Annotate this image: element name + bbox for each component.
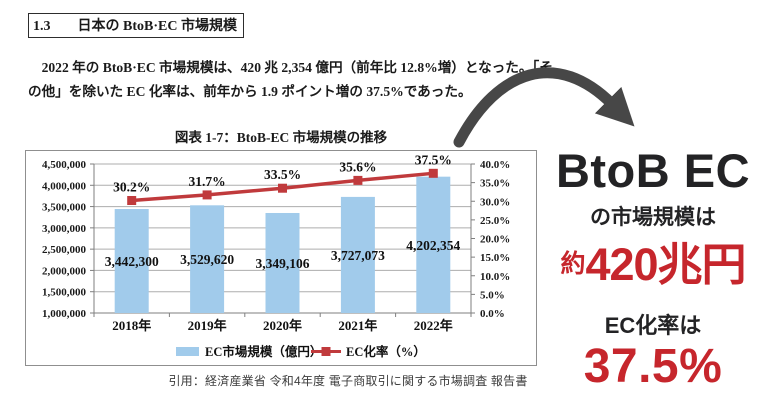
- callout-panel: BtoB EC の市場規模は 約 420兆円 EC化率は 37.5%: [538, 147, 768, 391]
- section-title: 日本の BtoB·EC 市場規模: [77, 19, 237, 34]
- right-axis-label: 30.0%: [480, 196, 510, 208]
- callout-headline: BtoB EC: [555, 144, 751, 197]
- legend-bar-swatch: [176, 347, 199, 356]
- right-axis-label: 25.0%: [480, 215, 510, 227]
- legend-line-marker: [321, 347, 331, 356]
- x-axis-category-label: 2021年: [338, 318, 377, 333]
- left-axis-label: 4,000,000: [42, 180, 87, 192]
- right-axis-label: 15.0%: [480, 252, 510, 264]
- line-marker: [353, 175, 363, 185]
- legend-line-label: EC化率（%）: [346, 344, 426, 359]
- bar-value-label: 3,529,620: [180, 252, 234, 267]
- left-axis-label: 2,500,000: [42, 244, 87, 256]
- right-axis-label: 5.0%: [480, 289, 505, 301]
- left-axis-label: 1,000,000: [42, 308, 87, 320]
- chart-canvas: 1,000,000 1,500,000 2,000,000 2,500,000 3,00…: [42, 152, 510, 359]
- bar-value-label: 4,202,354: [406, 238, 460, 253]
- right-axis-label: 0.0%: [480, 308, 505, 320]
- x-axis-category-label: 2018年: [112, 318, 151, 333]
- bar-value-label: 3,727,073: [331, 248, 385, 263]
- callout-ec-rate-value: 37.5%: [583, 340, 723, 393]
- bar-2020年: [265, 212, 300, 313]
- line-value-label: 37.5%: [415, 152, 452, 167]
- citation-text: 引用：経済産業省 令和4年度 電子商取引に関する市場調査 報告書: [168, 374, 528, 388]
- chart-figure: 1,000,000 1,500,000 2,000,000 2,500,000 3,00…: [25, 150, 537, 366]
- callout-subtitle-market: の市場規模は: [590, 206, 716, 229]
- bar-value-label: 3,442,300: [105, 254, 159, 269]
- left-axis-label: 1,500,000: [42, 287, 87, 299]
- section-heading: 1.3 日本の BtoB·EC 市場規模: [28, 13, 244, 38]
- line-marker: [278, 183, 287, 193]
- right-axis-label: 10.0%: [480, 271, 510, 283]
- line-value-label: 33.5%: [264, 167, 301, 182]
- callout-approx-prefix: 約: [560, 250, 586, 278]
- bar-value-label: 3,349,106: [256, 256, 310, 271]
- bar-2018年: [114, 209, 149, 313]
- line-marker: [127, 196, 137, 206]
- body-paragraph: 2022 年の BtoB·EC 市場規模は、420 兆 2,354 億円（前年比…: [28, 56, 568, 105]
- curved-arrow-icon: [453, 67, 635, 148]
- line-marker: [202, 190, 212, 200]
- bar-2021年: [340, 196, 375, 313]
- left-axis-label: 4,500,000: [42, 159, 87, 171]
- line-value-label: 35.6%: [339, 159, 376, 174]
- bar-2019年: [190, 205, 225, 313]
- x-axis-category-label: 2022年: [414, 318, 453, 333]
- line-value-label: 30.2%: [113, 180, 150, 195]
- left-axis-label: 3,500,000: [42, 202, 87, 214]
- right-axis-label: 35.0%: [480, 178, 510, 190]
- line-value-label: 31.7%: [189, 174, 226, 189]
- callout-market-size-value: 420兆円: [585, 239, 746, 290]
- paragraph-line-2: の他」を除いた EC 化率は、前年から 1.9 ポイント増の 37.5%であった…: [28, 84, 472, 100]
- paragraph-line-1: 2022 年の BtoB·EC 市場規模は、420 兆 2,354 億円（前年比…: [28, 60, 553, 75]
- left-axis-label: 3,000,000: [42, 223, 87, 235]
- line-marker: [428, 168, 438, 178]
- x-axis-category-label: 2019年: [188, 318, 227, 333]
- x-axis-category-label: 2020年: [263, 318, 302, 333]
- left-axis-label: 2,000,000: [42, 265, 87, 277]
- right-axis-label: 40.0%: [480, 159, 510, 171]
- callout-subtitle-rate: EC化率は: [604, 313, 702, 338]
- section-number: 1.3: [33, 19, 51, 34]
- bar-2022年: [416, 176, 451, 313]
- legend-bar-label: EC市場規模（億円）: [205, 344, 322, 359]
- callout-market-size: 約 420兆円: [538, 242, 768, 287]
- figure-title: 図表 1-7：BtoB-EC 市場規模の推移: [174, 130, 388, 145]
- right-axis-label: 20.0%: [480, 234, 510, 246]
